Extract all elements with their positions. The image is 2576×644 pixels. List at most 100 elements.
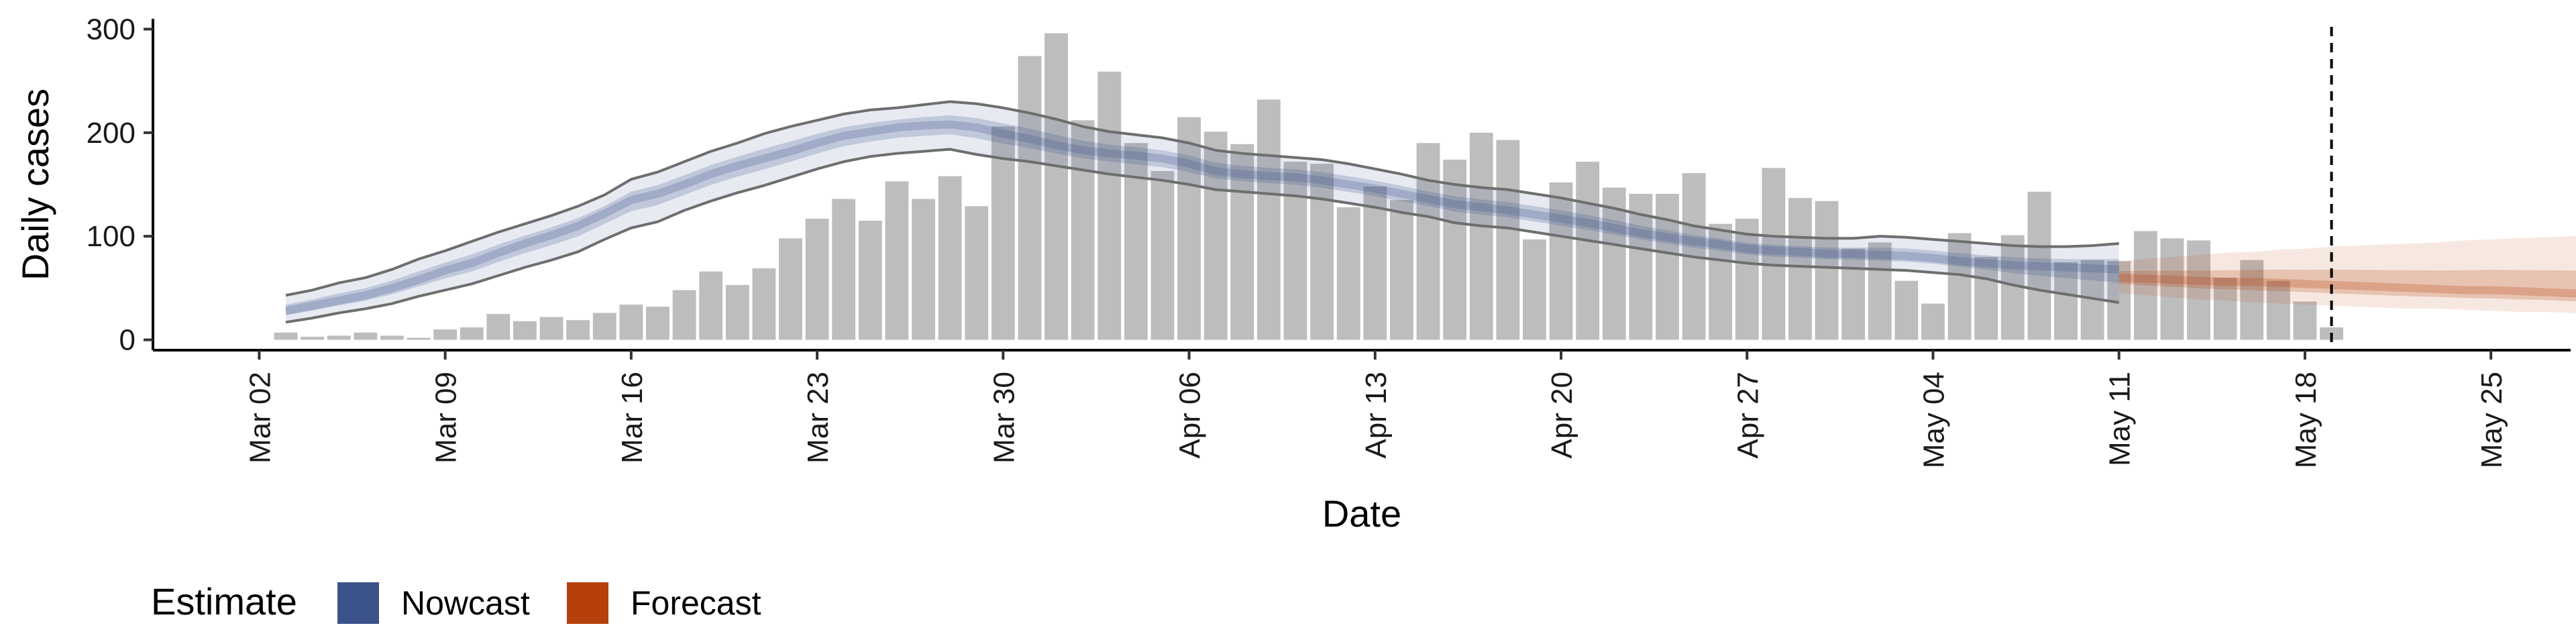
bar — [327, 335, 351, 340]
bar — [1629, 193, 1653, 340]
bar — [1177, 117, 1201, 340]
bar — [2187, 240, 2210, 340]
bar — [912, 199, 935, 340]
bar — [1549, 182, 1573, 340]
bar — [1762, 168, 1786, 340]
x-tick-label: Mar 16 — [616, 372, 649, 464]
bar — [2054, 262, 2078, 340]
lines-layer — [285, 100, 2120, 324]
bar — [965, 206, 989, 340]
bar — [1815, 201, 1839, 340]
axes: 0 100 200 300 Mar 02 Mar 09 Mar 16 Mar 23 Mar 3… — [87, 13, 2571, 468]
bar — [2266, 280, 2290, 340]
bar — [752, 268, 776, 340]
bar — [991, 126, 1015, 340]
legend-item-nowcast: Nowcast — [337, 582, 530, 624]
forecast-band-90 — [2118, 235, 2576, 313]
bar — [699, 271, 723, 340]
bar — [1150, 170, 1175, 340]
bar — [1018, 56, 1042, 340]
bar — [1523, 239, 1546, 340]
bar — [433, 329, 458, 340]
y-tick-label: 100 — [87, 220, 136, 253]
y-tick-label: 0 — [119, 324, 136, 357]
bar — [539, 317, 564, 340]
legend-swatch-nowcast — [337, 582, 379, 624]
bar — [672, 290, 696, 340]
bar — [2213, 277, 2237, 340]
bar — [1443, 159, 1467, 340]
bar — [2133, 231, 2157, 340]
bar — [486, 313, 511, 340]
bar — [2160, 238, 2184, 340]
bar — [301, 336, 325, 340]
bar — [1363, 186, 1387, 340]
bar — [2293, 301, 2317, 340]
bar — [2027, 191, 2051, 340]
bar — [1097, 71, 1122, 340]
bar — [1709, 223, 1733, 340]
bar — [1656, 193, 1679, 340]
bar — [1868, 242, 1892, 340]
y-ticks: 0 100 200 300 — [87, 13, 153, 357]
bar — [2240, 260, 2264, 340]
legend-label-nowcast: Nowcast — [401, 584, 530, 622]
bar — [1788, 198, 1812, 340]
forecast-median-line — [2118, 273, 2576, 298]
x-tick-label: Apr 20 — [1546, 372, 1578, 459]
bar — [1921, 303, 1945, 340]
legend-item-forecast: Forecast — [567, 582, 761, 624]
y-tick-label: 300 — [87, 13, 136, 46]
bar — [1256, 99, 1281, 340]
bar — [1336, 207, 1360, 340]
bar — [1496, 140, 1520, 340]
x-tick-label: Mar 02 — [244, 372, 276, 464]
x-axis-title: Date — [1322, 492, 1401, 535]
bar — [725, 284, 749, 340]
x-tick-label: Apr 13 — [1360, 372, 1393, 459]
bar — [1203, 131, 1228, 340]
bar — [1310, 164, 1334, 340]
bar — [1044, 33, 1068, 340]
bar — [566, 320, 590, 340]
bar — [1947, 233, 1972, 340]
bar — [938, 176, 962, 340]
bar — [1974, 257, 1998, 340]
legend-label-forecast: Forecast — [631, 584, 761, 622]
bar — [1735, 218, 1759, 340]
bar — [779, 238, 802, 340]
bar — [460, 327, 484, 340]
x-tick-label: May 25 — [2475, 372, 2508, 468]
bar — [513, 321, 537, 340]
bar — [1071, 120, 1095, 340]
legend: Estimate Nowcast Forecast — [151, 580, 761, 624]
x-tick-label: Mar 30 — [987, 372, 1020, 464]
bar — [274, 332, 298, 340]
legend-title: Estimate — [151, 580, 297, 623]
bar — [858, 221, 882, 340]
bar — [1894, 280, 1919, 340]
x-ticks: Mar 02 Mar 09 Mar 16 Mar 23 Mar 30 Apr 06 Apr … — [244, 350, 2508, 468]
bar — [1602, 187, 1626, 340]
y-tick-label: 200 — [87, 117, 136, 150]
x-tick-label: May 18 — [2290, 372, 2322, 468]
bar — [380, 335, 404, 340]
forecast-band-50 — [2118, 269, 2576, 302]
bar — [832, 199, 856, 340]
bar — [1283, 162, 1307, 340]
x-tick-label: Mar 09 — [430, 372, 463, 464]
bar — [646, 307, 669, 340]
nowcast-median-line — [284, 120, 2119, 315]
bar — [1576, 162, 1600, 340]
x-tick-label: Apr 27 — [1731, 372, 1764, 459]
bar — [619, 305, 643, 340]
x-tick-label: May 11 — [2104, 372, 2137, 466]
bands-layer — [284, 101, 2576, 323]
x-tick-label: Mar 23 — [802, 372, 835, 464]
bar — [805, 218, 829, 340]
legend-swatch-forecast — [567, 582, 608, 624]
bar — [1841, 248, 1866, 340]
nowcast-band-90 — [286, 101, 2119, 323]
bar — [407, 337, 431, 340]
